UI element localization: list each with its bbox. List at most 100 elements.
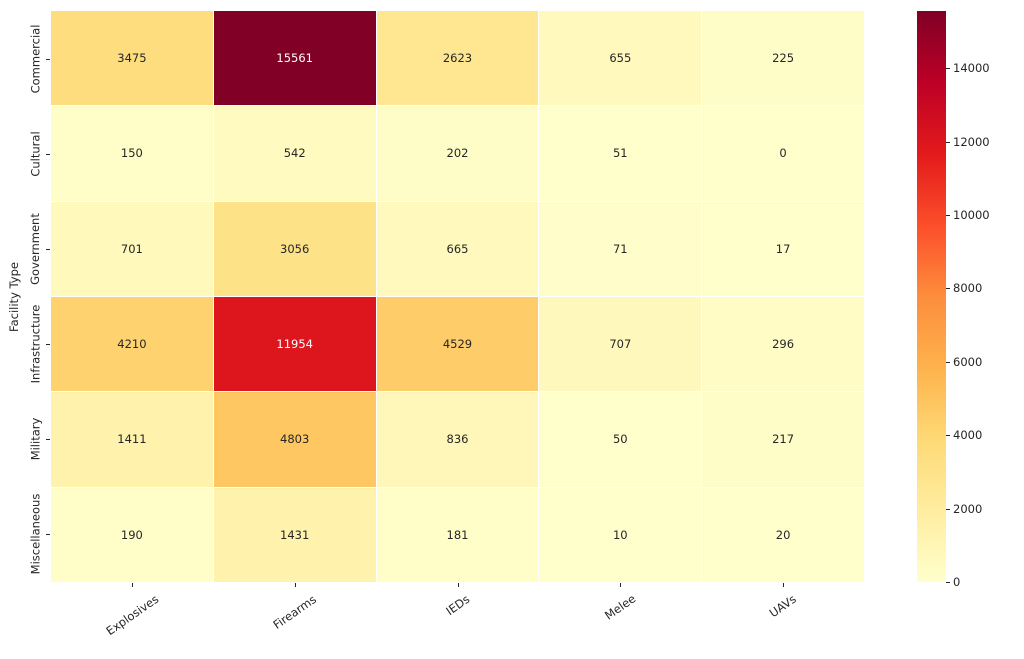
cell-value: 51 — [612, 146, 628, 161]
cell-value: 1431 — [280, 527, 310, 542]
y-axis-title: Facility Type — [6, 261, 21, 332]
cell-value: 2623 — [442, 50, 473, 65]
cell-value: 4529 — [442, 336, 473, 351]
heatmap-cell-commercial-ieds: 2623 — [376, 11, 539, 106]
colorbar-tick — [946, 582, 950, 583]
cell-value: 3475 — [117, 50, 147, 65]
heatmap-cell-cultural-firearms: 542 — [213, 106, 376, 201]
x-axis-tick — [294, 583, 296, 587]
y-axis-tick — [46, 344, 50, 346]
y-tick-label-commercial: Commercial — [27, 24, 42, 93]
y-tick-label-miscellaneous: Miscellaneous — [27, 494, 42, 575]
colorbar-tick-label: 0 — [953, 575, 961, 589]
colorbar-tick-label: 6000 — [953, 354, 983, 369]
heatmap-cell-commercial-uavs: 225 — [702, 11, 864, 106]
cell-value: 17 — [775, 241, 791, 256]
heatmap-cell-infrastructure-firearms: 11954 — [213, 297, 376, 392]
y-axis-tick — [46, 534, 50, 536]
y-axis-tick — [46, 58, 50, 60]
heatmap-cell-miscellaneous-uavs: 20 — [702, 487, 864, 582]
y-axis-tick — [46, 153, 50, 155]
x-axis-tick — [620, 583, 622, 587]
cell-value: 181 — [446, 527, 469, 542]
heatmap-cell-government-ieds: 665 — [376, 201, 539, 296]
cell-value: 701 — [120, 241, 143, 256]
cell-value: 1411 — [117, 432, 147, 447]
cell-value: 202 — [446, 146, 469, 161]
colorbar — [917, 11, 946, 582]
heatmap-cell-infrastructure-uavs: 296 — [702, 297, 864, 392]
x-tick-label-uavs: UAVs — [766, 591, 799, 621]
heatmap-cell-miscellaneous-ieds: 181 — [376, 487, 539, 582]
colorbar-tick — [946, 435, 950, 437]
heatmap-cell-military-ieds: 836 — [376, 392, 539, 487]
heatmap-cell-government-firearms: 3056 — [213, 201, 376, 296]
heatmap-cell-government-melee: 71 — [539, 201, 702, 296]
colorbar-tick — [946, 508, 950, 510]
colorbar-tick-label: 2000 — [953, 501, 983, 516]
cell-value: 542 — [283, 146, 306, 161]
y-axis-tick — [46, 248, 50, 250]
cell-value: 71 — [612, 241, 628, 256]
cell-value: 4803 — [280, 432, 310, 447]
cell-value: 655 — [609, 50, 632, 65]
x-axis-tick — [132, 583, 134, 587]
heatmap-cell-cultural-explosives: 150 — [51, 106, 213, 201]
cell-value: 3056 — [280, 241, 310, 256]
heatmap-cell-infrastructure-melee: 707 — [539, 297, 702, 392]
heatmap-cell-miscellaneous-firearms: 1431 — [213, 487, 376, 582]
cell-value: 50 — [612, 432, 628, 447]
heatmap-cell-government-uavs: 17 — [702, 201, 864, 296]
y-tick-label-cultural: Cultural — [28, 131, 43, 177]
x-axis-tick — [782, 583, 784, 587]
colorbar-tick-label: 4000 — [953, 428, 983, 443]
cell-value: 190 — [120, 527, 143, 542]
heatmap-cell-commercial-firearms: 15561 — [213, 11, 376, 106]
cell-value: 707 — [609, 336, 632, 351]
cell-value: 0 — [779, 146, 787, 161]
x-tick-label-firearms: Firearms — [270, 591, 320, 632]
x-tick-label-explosives: Explosives — [103, 592, 161, 639]
cell-value: 10 — [612, 527, 628, 542]
colorbar-tick-label: 12000 — [953, 134, 990, 149]
heatmap-cell-cultural-uavs: 0 — [702, 106, 864, 201]
heatmap-cell-miscellaneous-explosives: 190 — [51, 487, 213, 582]
heatmap-cell-government-explosives: 701 — [51, 201, 213, 296]
heatmap-cell-miscellaneous-melee: 10 — [539, 487, 702, 582]
x-axis-tick — [457, 583, 459, 587]
colorbar-tick — [946, 68, 950, 70]
heatmap-plot-area: 3475 15561 2623 655 225 150 542 202 51 0 701 3056 66… — [51, 11, 864, 582]
x-tick-label-melee: Melee — [602, 591, 639, 624]
cell-value: 150 — [120, 146, 143, 161]
heatmap-cell-commercial-melee: 655 — [539, 11, 702, 106]
y-tick-label-military: Military — [27, 417, 42, 461]
cell-value: 20 — [775, 527, 791, 542]
cell-value: 15561 — [276, 50, 313, 65]
cell-value: 665 — [446, 241, 469, 256]
heatmap-cell-military-melee: 50 — [539, 392, 702, 487]
y-tick-label-government: Government — [27, 213, 42, 285]
heatmap-cell-military-explosives: 1411 — [51, 392, 213, 487]
heatmap-cell-infrastructure-explosives: 4210 — [51, 297, 213, 392]
colorbar-tick-label: 10000 — [953, 208, 990, 223]
colorbar-tick — [946, 288, 950, 290]
cell-value: 296 — [772, 336, 795, 351]
y-axis-tick — [46, 439, 50, 441]
cell-value: 11954 — [276, 336, 313, 351]
colorbar-tick — [946, 361, 950, 363]
heatmap-cell-infrastructure-ieds: 4529 — [376, 297, 539, 392]
cell-value: 217 — [772, 432, 795, 447]
cell-value: 225 — [772, 50, 795, 65]
heatmap-cell-cultural-ieds: 202 — [376, 106, 539, 201]
cell-value: 4210 — [117, 336, 147, 351]
colorbar-tick — [946, 141, 950, 143]
colorbar-tick-label: 14000 — [953, 61, 990, 76]
colorbar-tick-label: 8000 — [953, 281, 983, 296]
colorbar-tick — [946, 215, 950, 217]
x-tick-label-ieds: IEDs — [442, 592, 472, 619]
heatmap-cell-cultural-melee: 51 — [539, 106, 702, 201]
heatmap-cell-military-uavs: 217 — [702, 392, 864, 487]
y-tick-label-infrastructure: Infrastructure — [27, 304, 42, 384]
cell-value: 836 — [446, 432, 469, 447]
